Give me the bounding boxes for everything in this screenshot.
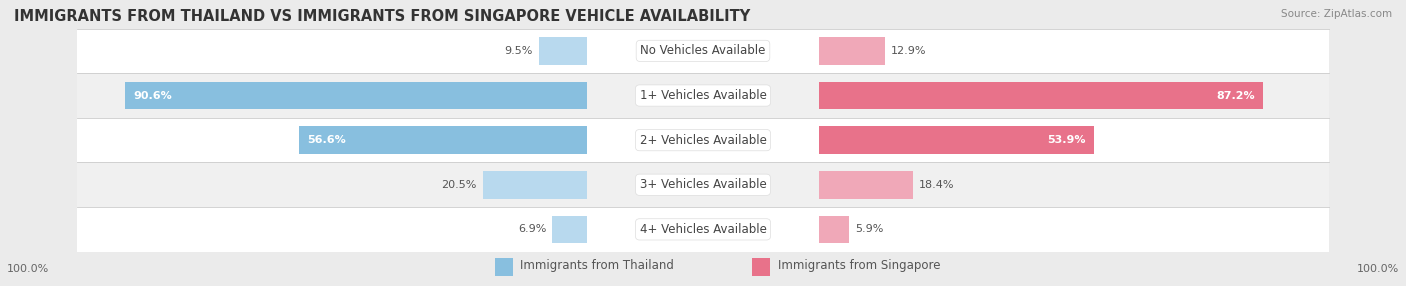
- Text: 6.9%: 6.9%: [517, 225, 546, 234]
- Text: 5.9%: 5.9%: [855, 225, 883, 234]
- Text: 3+ Vehicles Available: 3+ Vehicles Available: [640, 178, 766, 191]
- Bar: [77, 118, 1329, 162]
- Text: 4+ Vehicles Available: 4+ Vehicles Available: [640, 223, 766, 236]
- Text: Source: ZipAtlas.com: Source: ZipAtlas.com: [1281, 9, 1392, 19]
- Bar: [77, 162, 1329, 207]
- Text: 87.2%: 87.2%: [1216, 91, 1256, 100]
- Text: Immigrants from Singapore: Immigrants from Singapore: [778, 259, 941, 273]
- Text: 90.6%: 90.6%: [134, 91, 173, 100]
- Text: 1+ Vehicles Available: 1+ Vehicles Available: [640, 89, 766, 102]
- Bar: [125, 82, 588, 109]
- Text: No Vehicles Available: No Vehicles Available: [640, 44, 766, 57]
- Text: 56.6%: 56.6%: [307, 135, 346, 145]
- Bar: [77, 29, 1329, 73]
- Text: 100.0%: 100.0%: [1357, 264, 1399, 274]
- Text: 2+ Vehicles Available: 2+ Vehicles Available: [640, 134, 766, 147]
- Text: 18.4%: 18.4%: [918, 180, 953, 190]
- Bar: [482, 171, 588, 198]
- Bar: [818, 37, 884, 65]
- Bar: [818, 126, 1094, 154]
- Bar: [818, 171, 912, 198]
- Text: Immigrants from Thailand: Immigrants from Thailand: [520, 259, 673, 273]
- Bar: [495, 258, 513, 276]
- Text: IMMIGRANTS FROM THAILAND VS IMMIGRANTS FROM SINGAPORE VEHICLE AVAILABILITY: IMMIGRANTS FROM THAILAND VS IMMIGRANTS F…: [14, 9, 751, 23]
- Bar: [298, 126, 588, 154]
- Text: 20.5%: 20.5%: [441, 180, 477, 190]
- Bar: [551, 216, 586, 243]
- Bar: [818, 216, 849, 243]
- Text: 100.0%: 100.0%: [7, 264, 49, 274]
- Text: 12.9%: 12.9%: [890, 46, 927, 56]
- Bar: [77, 207, 1329, 252]
- Bar: [77, 73, 1329, 118]
- Text: 53.9%: 53.9%: [1047, 135, 1085, 145]
- Text: 9.5%: 9.5%: [505, 46, 533, 56]
- Bar: [538, 37, 588, 65]
- Bar: [818, 82, 1264, 109]
- Bar: [752, 258, 770, 276]
